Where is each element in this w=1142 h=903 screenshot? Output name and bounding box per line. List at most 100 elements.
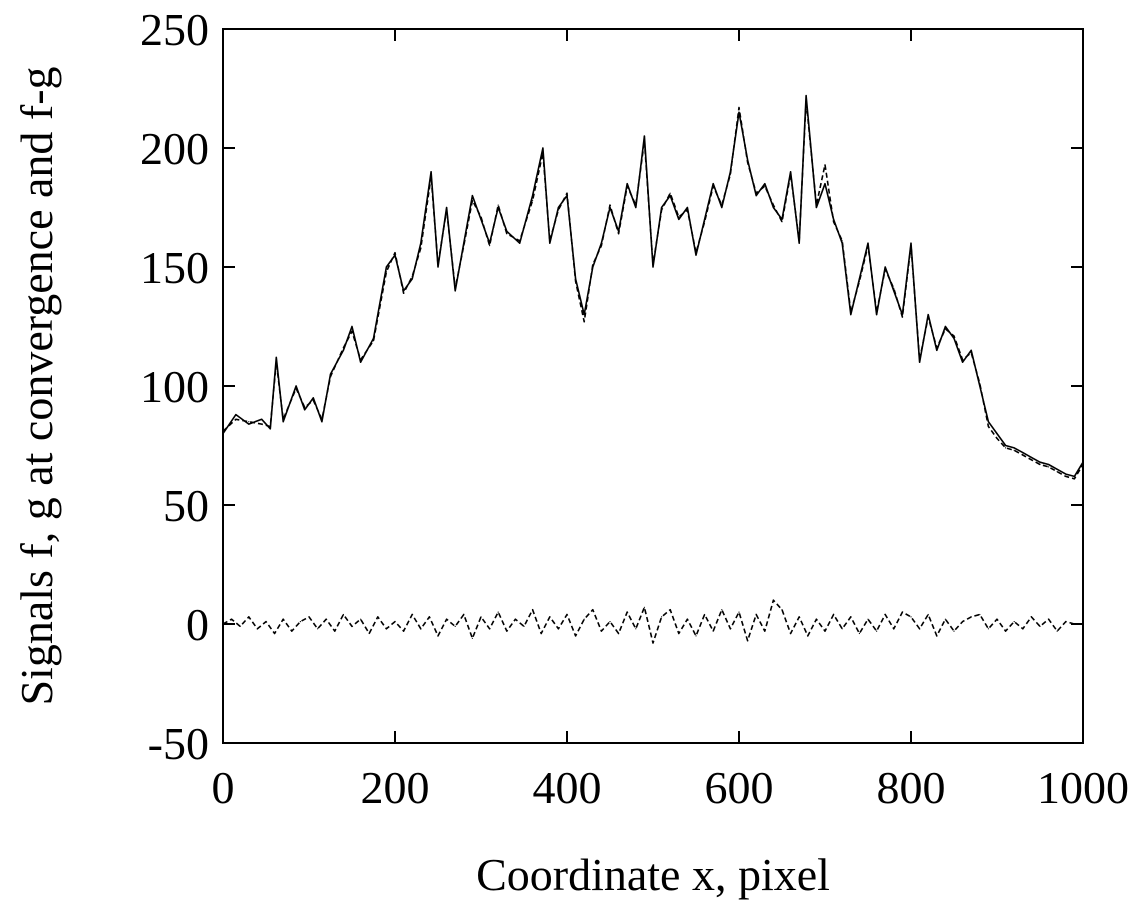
data-point bbox=[321, 418, 323, 420]
data-point bbox=[944, 618, 947, 620]
data-point bbox=[936, 347, 938, 349]
data-point bbox=[781, 221, 783, 223]
x-tick-label: 0 bbox=[212, 762, 235, 813]
data-point bbox=[738, 611, 740, 613]
data-point bbox=[592, 264, 594, 266]
x-axis-title: Coordinate x, pixel bbox=[476, 849, 830, 900]
data-point bbox=[411, 275, 413, 278]
data-point bbox=[729, 173, 732, 175]
x-axis: 0 200 400 600 800 1000 bbox=[212, 29, 1129, 813]
data-point bbox=[738, 106, 740, 109]
data-point bbox=[919, 361, 921, 363]
data-point bbox=[686, 206, 689, 209]
data-point bbox=[317, 628, 319, 630]
data-point bbox=[497, 611, 499, 613]
data-point bbox=[351, 325, 353, 328]
data-point bbox=[661, 209, 663, 211]
data-point bbox=[1056, 630, 1058, 632]
data-point bbox=[295, 387, 297, 389]
data-point bbox=[1082, 461, 1084, 463]
data-point bbox=[1048, 466, 1050, 468]
data-point bbox=[987, 425, 990, 428]
data-point bbox=[360, 618, 362, 620]
data-point bbox=[329, 375, 332, 378]
data-point bbox=[489, 245, 491, 247]
data-point bbox=[678, 216, 680, 218]
data-point bbox=[927, 314, 929, 316]
data-point bbox=[927, 316, 929, 318]
data-point bbox=[867, 242, 869, 244]
data-point bbox=[583, 321, 585, 323]
data-point bbox=[841, 628, 843, 630]
data-point bbox=[351, 625, 353, 628]
data-point bbox=[1073, 623, 1075, 625]
data-point bbox=[282, 421, 284, 423]
data-point bbox=[428, 616, 430, 618]
data-point bbox=[729, 628, 732, 630]
x-tick-label: 1000 bbox=[1037, 762, 1129, 813]
data-point bbox=[269, 425, 271, 428]
data-point bbox=[437, 264, 439, 266]
data-point bbox=[772, 599, 775, 601]
y-tick-label: 0 bbox=[186, 599, 209, 650]
data-point bbox=[239, 625, 241, 628]
data-point bbox=[291, 630, 293, 632]
data-point bbox=[549, 616, 551, 618]
data-point bbox=[1013, 447, 1015, 449]
data-point bbox=[231, 618, 233, 620]
data-point bbox=[996, 433, 998, 435]
data-point bbox=[351, 330, 353, 332]
data-point bbox=[755, 192, 757, 194]
data-point bbox=[446, 209, 448, 211]
data-point bbox=[678, 632, 680, 635]
data-point bbox=[686, 209, 689, 211]
data-point bbox=[712, 185, 714, 187]
data-point bbox=[1005, 444, 1007, 447]
data-point bbox=[274, 632, 276, 635]
data-point bbox=[962, 621, 964, 623]
data-point bbox=[463, 613, 465, 616]
data-point bbox=[312, 397, 314, 399]
data-point bbox=[304, 406, 306, 408]
data-point bbox=[523, 625, 525, 628]
data-point bbox=[261, 418, 263, 420]
data-point bbox=[420, 628, 422, 630]
data-point bbox=[936, 349, 938, 351]
data-point bbox=[372, 340, 375, 342]
data-point bbox=[815, 204, 818, 206]
data-point bbox=[678, 218, 680, 220]
data-point bbox=[557, 209, 560, 211]
data-point bbox=[626, 183, 628, 185]
data-point bbox=[1056, 471, 1058, 473]
data-point bbox=[643, 606, 646, 608]
y-tick-label: -50 bbox=[148, 718, 209, 769]
data-point bbox=[815, 206, 818, 209]
data-point bbox=[1082, 463, 1084, 466]
data-point bbox=[360, 361, 362, 363]
data-point bbox=[884, 268, 886, 270]
data-point bbox=[833, 613, 835, 616]
data-point bbox=[430, 176, 432, 178]
data-point bbox=[1073, 475, 1075, 477]
data-point bbox=[566, 192, 568, 194]
data-point bbox=[235, 414, 237, 416]
data-point bbox=[626, 611, 628, 613]
data-point bbox=[790, 632, 792, 635]
data-point bbox=[532, 609, 534, 611]
data-point bbox=[876, 630, 878, 632]
data-point bbox=[833, 221, 835, 223]
data-point bbox=[858, 280, 861, 282]
series-line-1 bbox=[222, 99, 1084, 480]
data-point bbox=[798, 242, 800, 244]
data-point bbox=[669, 192, 671, 194]
data-point bbox=[805, 99, 807, 101]
data-point bbox=[721, 609, 723, 611]
data-point bbox=[755, 195, 757, 197]
data-point bbox=[609, 204, 611, 206]
data-point bbox=[643, 140, 646, 142]
data-point bbox=[850, 616, 852, 618]
data-point bbox=[798, 240, 800, 242]
data-point bbox=[261, 423, 263, 425]
data-point bbox=[910, 245, 912, 247]
data-point bbox=[308, 616, 310, 618]
